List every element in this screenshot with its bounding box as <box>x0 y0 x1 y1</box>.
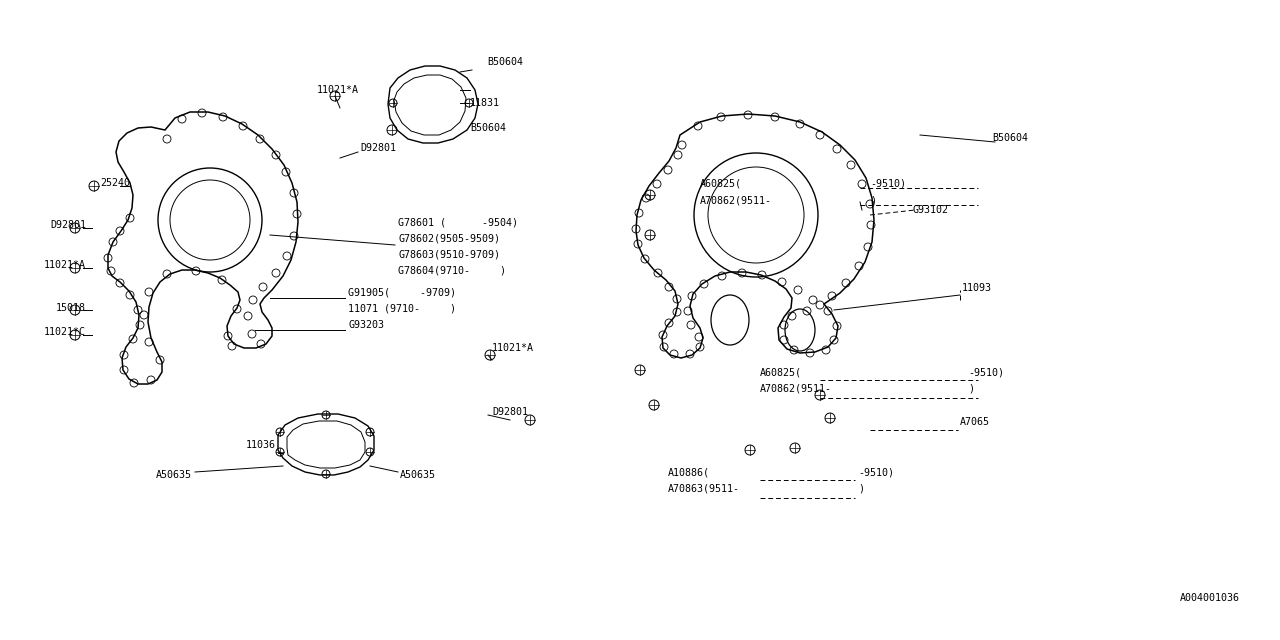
Text: A70862(9511-: A70862(9511- <box>700 195 772 205</box>
Text: 25240: 25240 <box>100 178 131 188</box>
Text: G78603(9510-9709): G78603(9510-9709) <box>398 249 500 259</box>
Text: 11021*C: 11021*C <box>44 327 86 337</box>
Text: 15018: 15018 <box>56 303 86 313</box>
Text: 11021*A: 11021*A <box>492 343 534 353</box>
Text: B50604: B50604 <box>486 57 524 67</box>
Text: G93203: G93203 <box>348 320 384 330</box>
Text: A004001036: A004001036 <box>1180 593 1240 603</box>
Text: 11831: 11831 <box>470 98 500 108</box>
Text: 11093: 11093 <box>963 283 992 293</box>
Text: 11021*A: 11021*A <box>44 260 86 270</box>
Text: D92801: D92801 <box>50 220 86 230</box>
Text: B50604: B50604 <box>470 123 506 133</box>
Text: G78604(9710-     ): G78604(9710- ) <box>398 265 506 275</box>
Text: G93102: G93102 <box>913 205 948 215</box>
Text: A10886(: A10886( <box>668 467 710 477</box>
Text: A50635: A50635 <box>156 470 192 480</box>
Text: G78601 (      -9504): G78601 ( -9504) <box>398 217 518 227</box>
Text: 11021*A: 11021*A <box>317 85 358 95</box>
Text: D92801: D92801 <box>360 143 396 153</box>
Text: G91905(     -9709): G91905( -9709) <box>348 287 456 297</box>
Text: G78602(9505-9509): G78602(9505-9509) <box>398 233 500 243</box>
Text: D92801: D92801 <box>492 407 529 417</box>
Text: A70862(9511-: A70862(9511- <box>760 383 832 393</box>
Text: B50604: B50604 <box>992 133 1028 143</box>
Text: 11071 (9710-     ): 11071 (9710- ) <box>348 303 456 313</box>
Text: 11036: 11036 <box>246 440 276 450</box>
Text: A70863(9511-: A70863(9511- <box>668 483 740 493</box>
Text: -9510): -9510) <box>968 367 1004 377</box>
Text: A50635: A50635 <box>401 470 436 480</box>
Text: -9510): -9510) <box>858 467 893 477</box>
Text: A60825(: A60825( <box>700 178 742 188</box>
Text: ): ) <box>968 383 974 393</box>
Text: ): ) <box>858 483 864 493</box>
Text: ): ) <box>870 195 876 205</box>
Text: A7065: A7065 <box>960 417 989 427</box>
Text: A60825(: A60825( <box>760 367 803 377</box>
Text: -9510): -9510) <box>870 178 906 188</box>
